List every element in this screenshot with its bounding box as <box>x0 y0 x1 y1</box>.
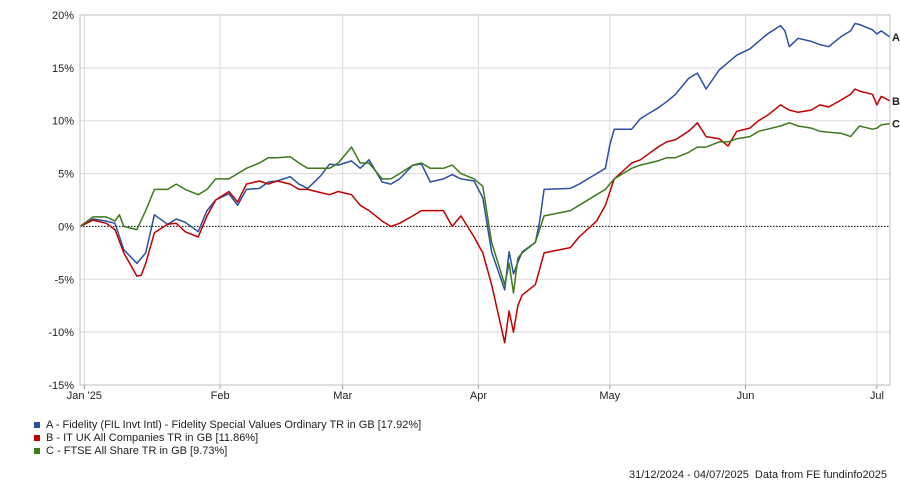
legend-swatch-a <box>34 421 40 428</box>
y-tick-label: 15% <box>52 63 74 75</box>
x-tick-label: Apr <box>470 390 487 402</box>
legend-label-b: B - IT UK All Companies TR in GB [11.86%… <box>46 431 259 444</box>
x-tick-label: Jul <box>870 390 884 402</box>
x-tick-label: Jun <box>737 390 755 402</box>
series-line-b <box>79 88 891 344</box>
y-tick-label: 0% <box>58 221 74 233</box>
y-axis-labels: -15% -10% -5% 0% 5% 10% 15% 20% <box>48 10 74 392</box>
series-end-label-b: B <box>892 96 900 108</box>
series-line-a <box>79 22 891 291</box>
series-end-labels: A BC <box>892 32 900 131</box>
chart-legend: A - Fidelity (FIL Invt Intl) - Fidelity … <box>34 418 421 457</box>
x-tick-label: Jan '25 <box>67 390 102 402</box>
footer-date-range: 31/12/2024 - 04/07/2025 <box>628 469 749 481</box>
x-tick-label: Mar <box>333 390 352 402</box>
legend-swatch-c <box>34 447 40 454</box>
legend-item-c: C - FTSE All Share TR in GB [9.73%] <box>34 444 421 457</box>
footer-source: Data from FE fundinfo2025 <box>754 469 887 481</box>
series-lines <box>79 22 891 344</box>
legend-swatch-b <box>34 434 40 441</box>
series-end-label-c: C <box>892 119 900 131</box>
y-tick-label: 20% <box>52 10 74 22</box>
series-end-label-a: A <box>892 32 900 44</box>
legend-label-c: C - FTSE All Share TR in GB [9.73%] <box>46 444 228 457</box>
y-tick-label: -5% <box>54 274 74 286</box>
legend-item-b: B - IT UK All Companies TR in GB [11.86%… <box>34 431 421 444</box>
plot-frame <box>79 14 891 386</box>
legend-item-a: A - Fidelity (FIL Invt Intl) - Fidelity … <box>34 418 421 431</box>
x-tick-label: Feb <box>211 390 230 402</box>
y-tick-label: 5% <box>58 169 74 181</box>
legend-label-a: A - Fidelity (FIL Invt Intl) - Fidelity … <box>46 418 422 431</box>
series-line-c <box>79 122 891 294</box>
chart-grid <box>80 14 890 389</box>
chart-footer: 31/12/2024 - 04/07/2025 Data from FE fun… <box>629 469 887 481</box>
y-tick-label: 10% <box>52 116 74 128</box>
y-tick-label: -10% <box>48 327 74 339</box>
x-tick-label: May <box>599 390 620 402</box>
y-tick-label: -15% <box>48 380 74 392</box>
x-axis-labels: Jan '25 Feb Mar Apr May Jun Jul <box>67 390 884 402</box>
performance-chart: -15% -10% -5% 0% 5% 10% 15% 20% Jan '25 Feb Mar Ap… <box>48 10 900 402</box>
